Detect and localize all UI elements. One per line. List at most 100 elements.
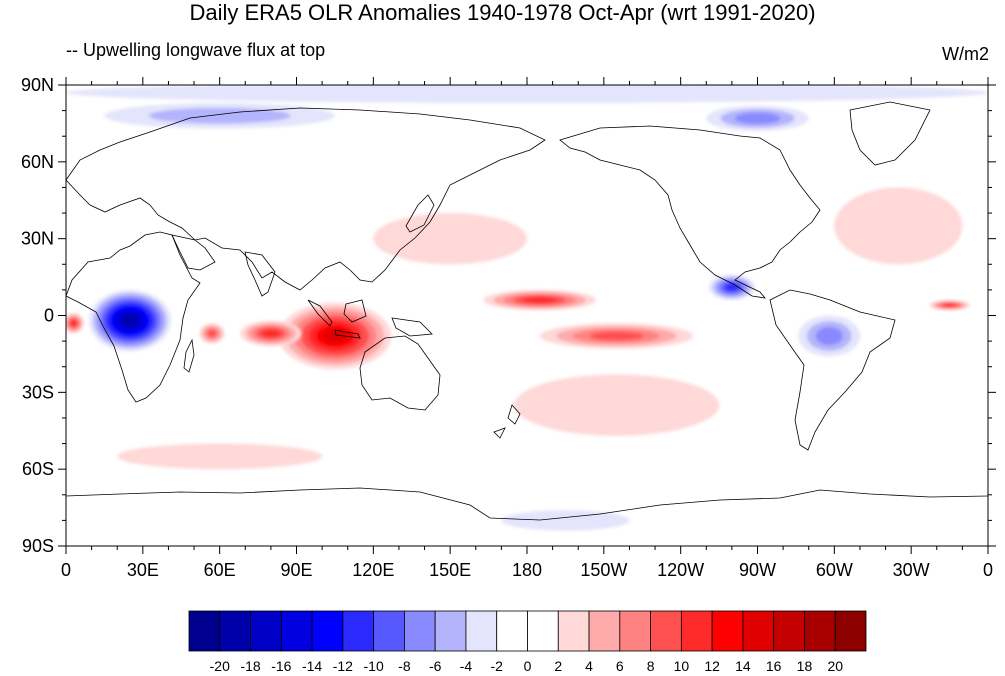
anomaly-contour [834,187,963,265]
colorbar-swatch [496,610,528,652]
colorbar-swatch [834,610,867,652]
figure-title: Daily ERA5 OLR Anomalies 1940-1978 Oct-A… [189,0,816,25]
anomaly-west-indian-ocean [199,323,225,344]
anomaly-east-indian-ocean [240,320,302,347]
y-tick-label: 60N [21,152,54,172]
y-tick-label: 30S [22,382,54,402]
colorbar-swatch [311,610,344,652]
colorbar-label: 2 [554,658,562,674]
colorbar-swatch [342,610,375,652]
coast-south-america [769,289,896,451]
coast-eurasia [66,107,546,291]
x-tick-label: 90E [280,560,312,580]
anomaly-east-pacific-itcz [708,274,755,301]
coast-india [244,251,276,297]
anomaly-southern-ocean [117,443,323,470]
colorbar-label: 4 [585,658,593,674]
colorbar-label: 16 [766,658,782,674]
x-tick-label: 150E [429,560,471,580]
x-tick-label: 30W [893,560,930,580]
anomaly-maritime-continent [278,302,392,370]
anomaly-north-pacific [373,213,527,265]
colorbar-label: -18 [240,658,260,674]
colorbar-label: -20 [210,658,230,674]
y-tick-label: 0 [44,306,54,326]
coast-antarctica [66,487,988,521]
anomaly-gulf-of-guinea [66,312,84,334]
colorbar-swatch [619,610,651,652]
colorbar-swatch [527,610,559,652]
x-tick-label: 120E [352,560,394,580]
colorbar-label: 18 [797,658,813,674]
anomaly-south-pacific [514,374,720,436]
colorbar-swatch [280,610,313,652]
colorbar-swatch [404,610,436,652]
colorbar-label: -12 [333,658,353,674]
colorbar-label: -4 [460,658,473,674]
colorbar-swatch [188,610,221,652]
colorbar-swatch [250,610,282,652]
colorbar-swatch [742,610,775,652]
colorbar-label: -16 [271,658,291,674]
colorbar-label: -10 [364,658,384,674]
colorbar-swatch [373,610,405,652]
colorbar-swatch [804,610,836,652]
coast-greenland [849,101,931,166]
x-tick-label: 90W [739,560,776,580]
x-tick-label: 120W [657,560,704,580]
anomaly-arctic-north [66,85,988,103]
x-tick-label: 180 [512,560,542,580]
anomaly-contour [70,320,77,327]
anomaly-arctic-siberia [104,102,335,129]
anomaly-central-africa [89,289,172,352]
anomaly-central-pacific-south [539,323,694,349]
anomaly-contour [123,315,137,326]
colorbar-label: 10 [674,658,690,674]
colorbar-label: 14 [735,658,751,674]
colorbar-label: 0 [524,658,532,674]
units-label: W/m2 [942,44,989,64]
y-tick-label: 30N [21,229,54,249]
colorbar-swatch [557,610,590,652]
anomaly-canada-arctic [706,105,809,132]
map-background [66,85,988,546]
colorbar-swatch [588,610,621,652]
anomaly-amazon [798,315,860,357]
y-tick-label: 60S [22,459,54,479]
coastlines [66,101,988,521]
colorbar-label: -8 [398,658,411,674]
anomaly-contour [66,85,988,103]
coast-sumatra [307,299,333,327]
anomaly-contour [323,328,347,343]
colorbar-label: 8 [647,658,655,674]
colorbar-swatch [773,610,805,652]
coast-africa [66,231,201,403]
anomaly-antarctic-ross [501,510,630,531]
x-tick-label: 0 [983,560,993,580]
colorbar: -20 -18 -16 -14 -12 -10 -8 -6 -4 -2 0 2 4 6 8 10 12 14 16 1… [188,610,867,674]
anomaly-north-atlantic [834,187,963,265]
anomaly-contour [815,326,843,346]
map-axis-ticks: 0 30E 60E 90E 120E 150E 180 150W 120W 90W 60W 30W 09… [21,75,996,580]
anomaly-contour [734,112,781,124]
anomaly-central-pacific-north [483,289,597,311]
anomaly-contour [523,297,556,304]
anomaly-contour [501,510,630,531]
coast-borneo [343,299,367,323]
coast-java [334,329,361,339]
y-tick-label: 90N [21,75,54,95]
colorbar-swatch [434,610,467,652]
x-tick-label: 60W [816,560,853,580]
coast-japan [405,194,435,233]
coast-new-zealand [493,404,521,439]
coast-madagascar [183,338,195,373]
colorbar-swatch [680,610,713,652]
x-tick-label: 150W [580,560,627,580]
colorbar-swatch [465,610,498,652]
coast-new-guinea [391,317,433,337]
colorbar-label: -6 [429,658,442,674]
anomaly-contour [373,213,527,265]
anomaly-field [66,85,988,531]
anomaly-contour [589,331,644,341]
